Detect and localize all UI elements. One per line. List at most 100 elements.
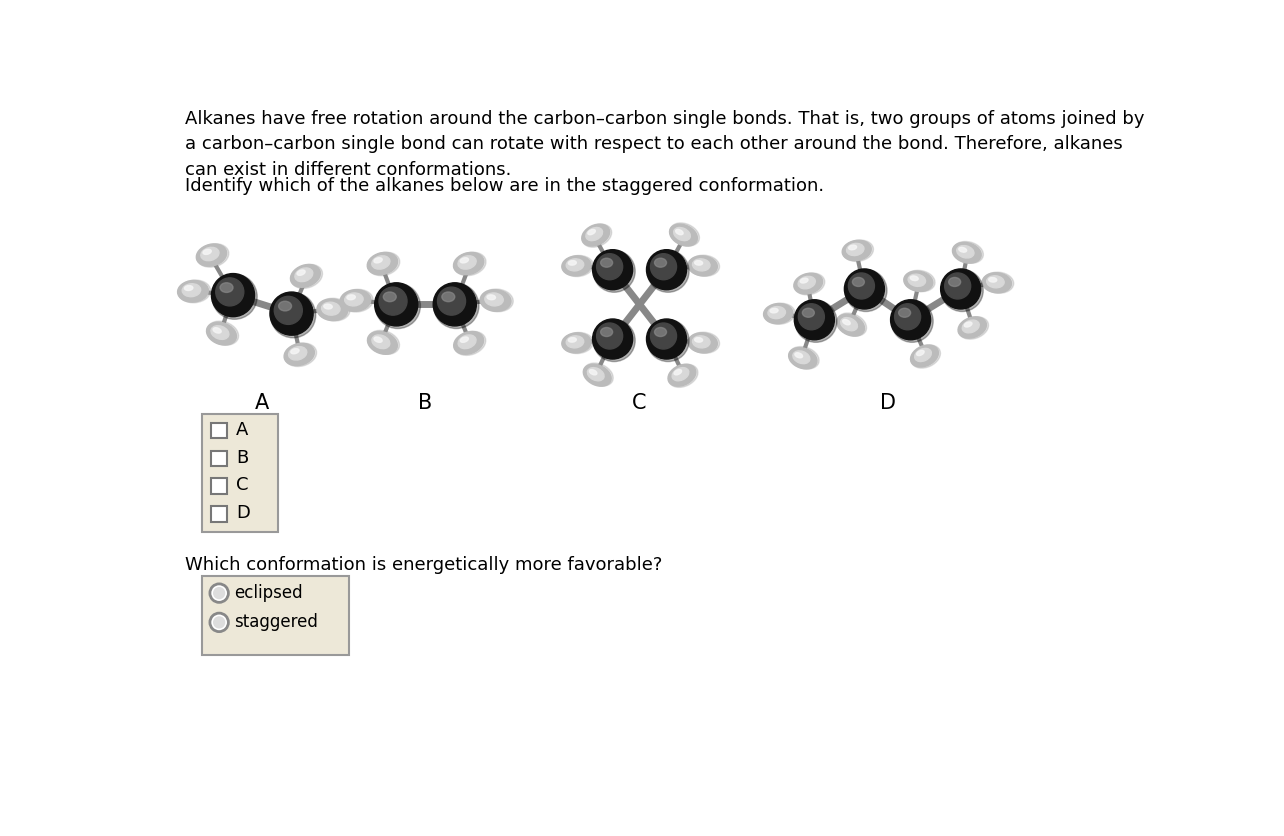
Ellipse shape [957, 246, 975, 258]
Ellipse shape [433, 283, 476, 326]
Ellipse shape [185, 286, 193, 290]
Ellipse shape [953, 242, 984, 263]
Ellipse shape [941, 269, 984, 312]
Ellipse shape [584, 363, 614, 386]
Text: C: C [632, 393, 647, 413]
Ellipse shape [347, 295, 356, 300]
Ellipse shape [340, 290, 371, 311]
Ellipse shape [372, 335, 390, 349]
Ellipse shape [837, 313, 867, 336]
Ellipse shape [562, 256, 593, 277]
Text: B: B [419, 393, 433, 413]
Ellipse shape [655, 258, 666, 268]
Ellipse shape [182, 283, 200, 297]
FancyBboxPatch shape [202, 576, 348, 655]
Ellipse shape [562, 256, 591, 276]
Ellipse shape [792, 351, 810, 364]
Ellipse shape [917, 350, 924, 355]
Ellipse shape [372, 256, 390, 269]
Ellipse shape [672, 368, 688, 380]
Ellipse shape [910, 276, 918, 281]
Ellipse shape [196, 244, 226, 266]
Ellipse shape [212, 273, 254, 317]
Ellipse shape [460, 337, 469, 342]
Ellipse shape [668, 364, 696, 386]
Ellipse shape [295, 268, 313, 282]
Ellipse shape [770, 308, 778, 313]
Ellipse shape [375, 283, 420, 329]
Ellipse shape [959, 317, 989, 339]
Text: Which conformation is energetically more favorable?: Which conformation is energetically more… [185, 556, 663, 574]
Text: A: A [236, 421, 249, 439]
Ellipse shape [340, 289, 374, 312]
Ellipse shape [369, 330, 399, 354]
Ellipse shape [321, 302, 340, 315]
FancyBboxPatch shape [212, 451, 227, 466]
Ellipse shape [953, 242, 981, 263]
Ellipse shape [291, 264, 322, 288]
Ellipse shape [690, 255, 719, 276]
Ellipse shape [647, 319, 687, 359]
Ellipse shape [374, 257, 383, 263]
Ellipse shape [788, 348, 817, 369]
Text: Alkanes have free rotation around the carbon–carbon single bonds. That is, two g: Alkanes have free rotation around the ca… [185, 110, 1145, 179]
Ellipse shape [891, 300, 933, 342]
Ellipse shape [569, 261, 577, 265]
Text: Identify which of the alkanes below are in the staggered conformation.: Identify which of the alkanes below are … [185, 177, 824, 196]
Ellipse shape [910, 345, 939, 367]
Ellipse shape [964, 322, 972, 327]
Ellipse shape [982, 273, 1012, 293]
Ellipse shape [795, 300, 835, 339]
Ellipse shape [958, 317, 986, 338]
Ellipse shape [845, 269, 885, 309]
Ellipse shape [795, 300, 837, 342]
Ellipse shape [601, 328, 612, 337]
Ellipse shape [844, 240, 873, 262]
Ellipse shape [802, 308, 814, 318]
Ellipse shape [647, 319, 690, 362]
Ellipse shape [962, 320, 980, 333]
Text: A: A [256, 393, 270, 413]
Ellipse shape [795, 353, 802, 358]
Ellipse shape [846, 243, 864, 256]
Ellipse shape [562, 333, 593, 354]
Ellipse shape [794, 273, 823, 294]
Ellipse shape [899, 308, 910, 318]
Ellipse shape [375, 283, 417, 326]
Ellipse shape [203, 249, 212, 254]
Ellipse shape [317, 298, 351, 321]
Ellipse shape [593, 319, 633, 359]
Ellipse shape [279, 301, 291, 311]
Ellipse shape [795, 273, 824, 295]
Ellipse shape [487, 295, 496, 300]
Ellipse shape [458, 256, 476, 269]
Ellipse shape [289, 347, 307, 360]
Ellipse shape [271, 293, 316, 338]
Circle shape [209, 584, 229, 603]
Text: eclipsed: eclipsed [235, 584, 303, 602]
Ellipse shape [569, 338, 577, 342]
Ellipse shape [207, 321, 239, 345]
Ellipse shape [895, 303, 921, 329]
Circle shape [213, 587, 225, 599]
Ellipse shape [853, 278, 864, 287]
Ellipse shape [369, 252, 399, 276]
Ellipse shape [764, 303, 795, 324]
Ellipse shape [587, 368, 603, 380]
Ellipse shape [178, 280, 211, 303]
Ellipse shape [800, 278, 808, 283]
Ellipse shape [949, 278, 960, 287]
Ellipse shape [453, 252, 484, 275]
Ellipse shape [367, 331, 397, 354]
Ellipse shape [455, 331, 485, 355]
Ellipse shape [908, 274, 926, 287]
Ellipse shape [842, 319, 850, 325]
Ellipse shape [442, 292, 455, 302]
FancyBboxPatch shape [202, 415, 277, 532]
Ellipse shape [586, 227, 602, 241]
Ellipse shape [914, 349, 931, 361]
Ellipse shape [438, 287, 466, 315]
Ellipse shape [284, 344, 315, 365]
FancyBboxPatch shape [212, 506, 227, 522]
Ellipse shape [986, 276, 1004, 288]
